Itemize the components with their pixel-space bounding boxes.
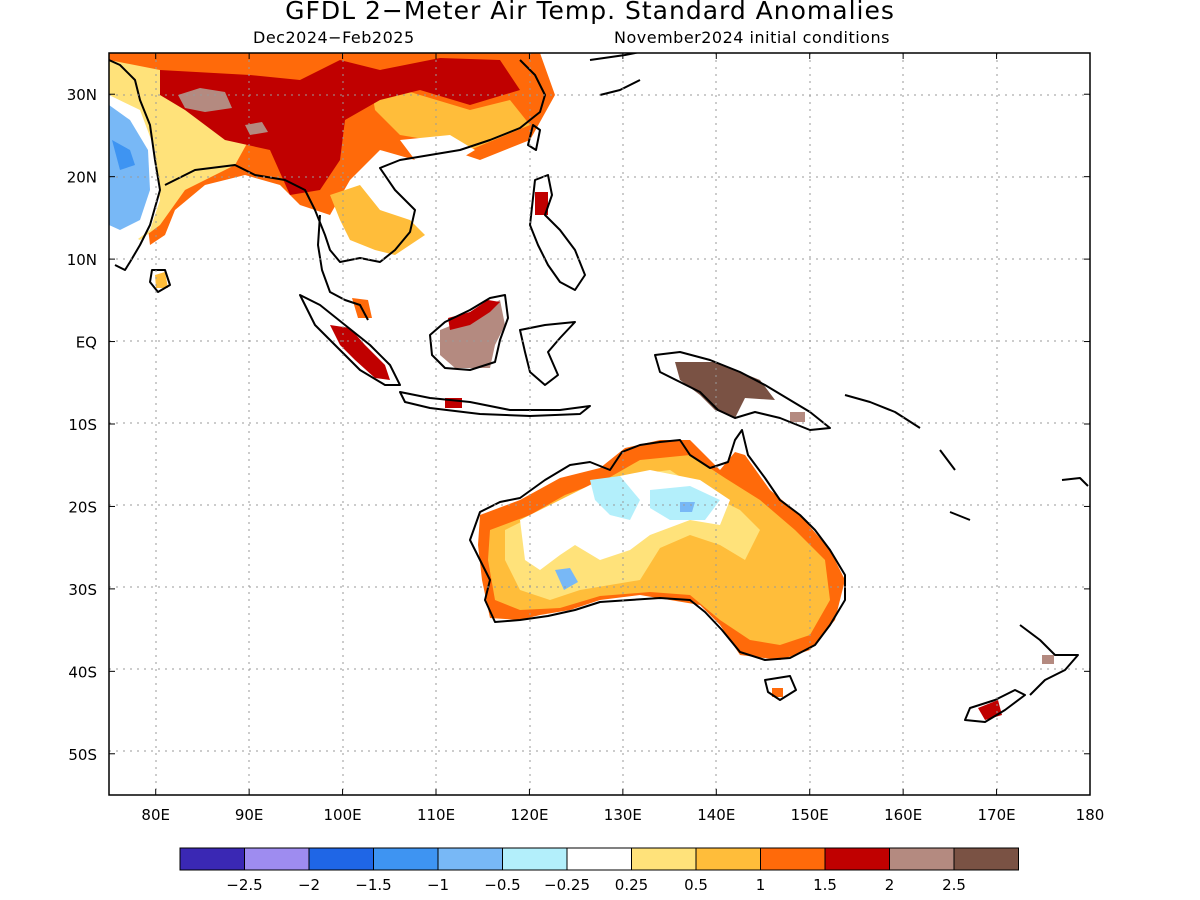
coastline-newguinea xyxy=(654,351,831,431)
coastline-vanuatu xyxy=(939,449,971,521)
colorbar: −2.5 −2 −1.5 −1 −0.5 −0.25 0.25 0.5 1 1.5 2 2.5 xyxy=(179,847,1019,894)
anomaly-region-indochina xyxy=(330,185,425,255)
coastline-sulawesi xyxy=(519,321,576,386)
coastline-tasmania xyxy=(764,675,797,701)
coastline-srilanka xyxy=(149,269,171,293)
lon-tick-label: 90E xyxy=(235,806,264,824)
lat-tick-label: 20S xyxy=(68,498,97,516)
coastline-australia xyxy=(469,429,846,661)
lon-tick-label: 110E xyxy=(417,806,455,824)
anomaly-region-tibet-mauve xyxy=(178,88,232,112)
initial-conditions: November2024 initial conditions xyxy=(614,28,890,47)
coastline-malay-peninsula xyxy=(317,214,369,321)
anomaly-region-tibet-mauve-2 xyxy=(245,122,268,135)
lon-tick-label: 80E xyxy=(141,806,170,824)
colorbar-swatch xyxy=(244,847,310,871)
anomaly-region-srilanka xyxy=(155,272,168,288)
colorbar-swatch xyxy=(824,847,890,871)
colorbar-swatch xyxy=(695,847,761,871)
colorbar-label: −0.25 xyxy=(544,876,590,894)
lat-tick-label: 30S xyxy=(68,581,97,599)
anomaly-region-newguinea xyxy=(675,362,775,418)
gridlines xyxy=(109,53,1090,795)
colorbar-label: −2.5 xyxy=(226,876,262,894)
anomaly-region-borneo xyxy=(440,300,505,368)
anomaly-region-sumatra xyxy=(330,325,390,380)
colorbar-label: −1.5 xyxy=(355,876,391,894)
lon-tick-label: 150E xyxy=(791,806,829,824)
anomaly-field xyxy=(109,53,1054,720)
coastline-asia xyxy=(109,59,546,271)
colorbar-label: −2 xyxy=(298,876,320,894)
colorbar-swatch xyxy=(760,847,826,871)
anomaly-region-australia-blue xyxy=(555,568,578,590)
coastlines xyxy=(109,53,1089,723)
coastline-philippines xyxy=(529,174,586,291)
lat-tick-label: 40S xyxy=(68,663,97,681)
anomaly-region-tasmania xyxy=(772,688,783,697)
anomaly-region-newzealand-south xyxy=(978,700,1002,720)
coastline-sumatra xyxy=(299,294,401,386)
anomaly-region-himalaya-red xyxy=(160,58,520,195)
lon-tick-label: 120E xyxy=(510,806,548,824)
axis-tick-labels: 30N 20N 10N EQ 10S 20S 30S 40S 50S 80E 90E 100E 110E… xyxy=(67,86,1105,824)
colorbar-swatch xyxy=(308,847,374,871)
colorbar-swatch xyxy=(502,847,568,871)
anomaly-region-newguinea-east xyxy=(790,412,805,422)
colorbar-label: 1 xyxy=(756,876,766,894)
lon-tick-label: 160E xyxy=(884,806,922,824)
axis-ticks xyxy=(109,53,1091,795)
coastline-java xyxy=(399,391,591,417)
colorbar-swatch xyxy=(373,847,439,871)
coastline-fiji xyxy=(1061,477,1089,487)
colorbar-label: 2.5 xyxy=(942,876,966,894)
colorbar-label: 1.5 xyxy=(813,876,837,894)
colorbar-label: −1 xyxy=(427,876,449,894)
colorbar-swatch xyxy=(631,847,697,871)
colorbar-swatch xyxy=(437,847,503,871)
colorbar-swatch xyxy=(179,847,245,871)
anomaly-region-china-white xyxy=(400,135,475,168)
lat-tick-label: 30N xyxy=(67,86,97,104)
colorbar-label: 0.25 xyxy=(615,876,648,894)
lon-tick-label: 140E xyxy=(697,806,735,824)
lon-tick-label: 130E xyxy=(604,806,642,824)
anomaly-region-india-midblue xyxy=(112,140,135,170)
colorbar-swatch xyxy=(953,847,1019,871)
lat-tick-label: 10S xyxy=(68,416,97,434)
coastline-solomons xyxy=(844,394,921,429)
map-title: GFDL 2−Meter Air Temp. Standard Anomalie… xyxy=(285,0,895,25)
lat-tick-label: 50S xyxy=(68,746,97,764)
anomaly-region-borneo-edge xyxy=(448,300,500,330)
colorbar-label: 2 xyxy=(885,876,895,894)
lat-tick-label: EQ xyxy=(76,334,97,352)
colorbar-swatch xyxy=(889,847,955,871)
anomaly-region-newzealand-north xyxy=(1042,655,1054,664)
lon-tick-label: 100E xyxy=(324,806,362,824)
lon-tick-label: 180 xyxy=(1076,806,1105,824)
coastline-newzealand-south xyxy=(964,689,1026,723)
colorbar-label: −0.5 xyxy=(484,876,520,894)
lat-tick-label: 10N xyxy=(67,251,97,269)
coastline-newzealand-north xyxy=(1019,624,1079,696)
forecast-period: Dec2024−Feb2025 xyxy=(253,28,415,47)
coastline-borneo xyxy=(429,294,509,371)
anomaly-region-china-lightorange xyxy=(370,80,530,150)
colorbar-swatch xyxy=(566,847,632,871)
anomaly-region-philippines xyxy=(535,192,548,215)
colorbar-label: 0.5 xyxy=(684,876,708,894)
lon-tick-label: 170E xyxy=(978,806,1016,824)
coastline-japan xyxy=(589,53,641,96)
anomaly-region-india-blue xyxy=(109,105,150,230)
anomaly-region-australia-cyan xyxy=(590,476,640,520)
lat-tick-label: 20N xyxy=(67,169,97,187)
